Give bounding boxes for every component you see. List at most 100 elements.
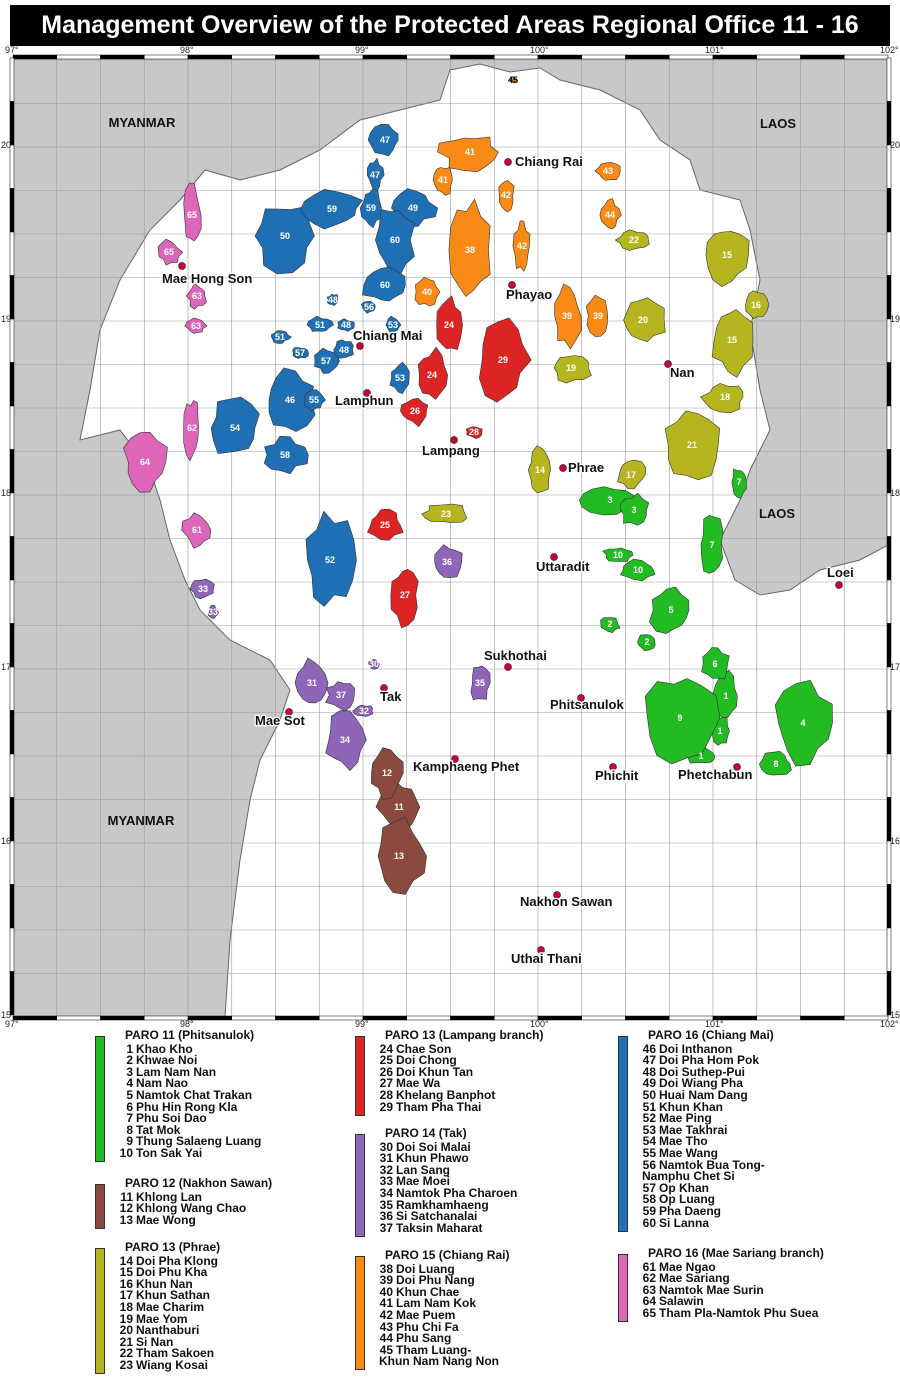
frame-segment: [844, 1015, 889, 1021]
legend-color-swatch: [95, 1248, 105, 1374]
legend-item-name: Tham Luang- Khun Nam Nang Non: [379, 1342, 499, 1369]
protected-area-51: [271, 330, 292, 344]
legend-item: 45 Tham Luang- Khun Nam Nang Non: [369, 1342, 509, 1369]
protected-area-number-label: 7: [736, 477, 741, 487]
protected-area-number-label: 53: [395, 373, 405, 383]
legend-item: 48 Doi Suthep-Pui: [632, 1066, 774, 1079]
legend-item: 28 Khelang Banphot: [369, 1089, 543, 1102]
legend-item-number: 39: [379, 1273, 393, 1288]
city-label: Chiang Rai: [515, 154, 583, 169]
frame-segment: [362, 1015, 407, 1021]
protected-area-number-label: 9: [677, 713, 682, 723]
protected-area-44: [599, 198, 622, 230]
legend-item-name: Tham Pha Thai: [396, 1099, 482, 1114]
protected-area-number-label: 45: [508, 75, 518, 85]
legend-item-name: Doi Phu Nang: [396, 1273, 475, 1288]
frame-segment: [406, 54, 451, 60]
latitude-tick-right: 17: [890, 662, 900, 672]
legend-item: 34 Namtok Pha Charoen: [369, 1187, 518, 1200]
protected-area-number-label: 57: [295, 348, 305, 358]
legend-item-name: Khlong Wang Chao: [136, 1201, 247, 1216]
legend-item-name: Ramkhamhaeng: [396, 1197, 489, 1212]
city-dot: [508, 281, 516, 289]
protected-area-53: [385, 315, 402, 334]
legend-item: 57 Op Khan: [632, 1182, 774, 1195]
legend-item: 31 Khun Phawo: [369, 1151, 517, 1166]
protected-area-number-label: 53: [388, 320, 398, 330]
legend-item-name: Mae Tho: [659, 1134, 708, 1149]
legend-item-number: 36: [379, 1209, 393, 1224]
legend-item-number: 31: [379, 1151, 393, 1166]
protected-area-64: [123, 431, 168, 493]
city-label: Kamphaeng Phet: [413, 759, 520, 774]
legend-item-number: 11: [120, 1189, 133, 1204]
legend-item: 47 Doi Pha Hom Pok: [632, 1053, 774, 1068]
longitude-tick-bottom: 101°: [705, 1019, 724, 1029]
legend-item: 14 Doi Pha Klong: [109, 1255, 220, 1268]
frame-segment: [886, 492, 892, 537]
protected-area-number-label: 37: [336, 690, 346, 700]
legend-group: PARO 16 (Chiang Mai) 46 Doi Inthanon 47 Doi …: [618, 1028, 774, 1232]
legend-item-name: Khun Nan: [136, 1276, 193, 1291]
protected-area-45: [509, 76, 517, 84]
frame-segment: [886, 275, 892, 320]
legend-item-number: 55: [642, 1145, 656, 1160]
legend-item: 64 Salawin: [632, 1295, 824, 1308]
legend-item-number: 12: [119, 1201, 133, 1216]
protected-area-31: [294, 657, 329, 704]
legend-item-number: 9: [126, 1134, 133, 1149]
city-label: Uthai Thani: [511, 951, 582, 966]
frame-segment: [800, 54, 845, 60]
legend-item: 56 Namtok Bua Tong- Namphu Chet Si: [632, 1159, 774, 1183]
protected-area-number-label: 25: [380, 520, 390, 530]
legend-item: 63 Namtok Mae Surin: [632, 1282, 824, 1297]
city-dot: [835, 581, 843, 589]
frame-segment: [886, 797, 892, 842]
protected-area-3: [620, 492, 650, 526]
city-label: Lamphun: [335, 393, 394, 408]
legend-item-number: 21: [119, 1334, 133, 1349]
frame-segment: [187, 1015, 232, 1021]
legend-item-number: 15: [119, 1265, 133, 1280]
legend-item: 59 Pha Daeng: [632, 1205, 774, 1218]
frame-segment: [886, 362, 892, 407]
frame-segment: [494, 54, 539, 60]
country-label: MYANMAR: [109, 115, 176, 130]
protected-area-30: [368, 659, 380, 670]
legend-item-name: Tham Pla-Namtok Phu Suea: [659, 1305, 819, 1320]
legend-item-number: 45: [379, 1342, 393, 1357]
frame-segment: [886, 753, 892, 798]
protected-area-number-label: 29: [498, 355, 508, 365]
frame-segment: [9, 884, 15, 929]
legend-item-name: Mae Wa: [396, 1076, 441, 1091]
legend-item-name: Mae Wong: [136, 1212, 196, 1227]
legend-item-number: 46: [642, 1041, 656, 1056]
protected-area-number-label: 59: [366, 203, 376, 213]
legend-group-title: PARO 16 (Chiang Mai): [648, 1028, 774, 1042]
protected-area-63: [184, 317, 208, 334]
protected-area-26: [400, 397, 429, 428]
protected-area-number-label: 51: [275, 332, 285, 342]
legend-item-number: 42: [379, 1307, 393, 1322]
frame-segment: [886, 144, 892, 189]
city-label: Uttaradit: [536, 559, 590, 574]
protected-area-number-label: 43: [603, 166, 613, 176]
legend-item-number: 53: [642, 1122, 656, 1137]
legend-item: 29 Tham Pha Thai: [369, 1099, 543, 1114]
legend-item: 6 Phu Hin Rong Kla: [109, 1101, 261, 1114]
legend-group: PARO 12 (Nakhon Sawan) 11 Khlong Lan 12 Khlo…: [95, 1177, 272, 1229]
frame-segment: [275, 54, 320, 60]
protected-area-20: [623, 297, 666, 343]
protected-area-number-label: 20: [638, 315, 648, 325]
protected-area-number-label: 49: [408, 203, 418, 213]
legend-item-name: Doi Inthanon: [659, 1041, 733, 1056]
frame-segment: [886, 927, 892, 972]
legend-item-name: Si Satchanalai: [396, 1209, 478, 1224]
frame-segment: [406, 1015, 451, 1021]
legend-item-number: 47: [642, 1053, 656, 1068]
legend-item: 38 Doi Luang: [369, 1263, 509, 1276]
legend-item: 13 Mae Wong: [109, 1212, 272, 1227]
legend-item-number: 63: [642, 1282, 656, 1297]
protected-area-number-label: 34: [340, 735, 350, 745]
frame-segment: [9, 101, 15, 146]
